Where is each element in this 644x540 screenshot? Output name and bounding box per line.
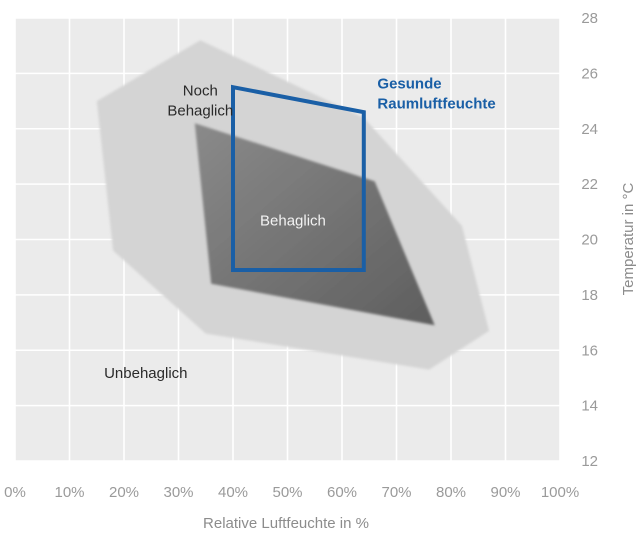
x-tick-label-4: 40% xyxy=(218,484,248,501)
behaglich-region xyxy=(194,123,435,326)
behaglich-label-line-0: Behaglich xyxy=(260,213,326,230)
healthy-humidity-box xyxy=(231,84,366,272)
y-tick-label-7: 26 xyxy=(581,65,598,82)
y-tick-label-8: 28 xyxy=(581,10,598,27)
x-tick-label-9: 90% xyxy=(490,484,520,501)
x-axis-label: Relative Luftfeuchte in % xyxy=(203,515,369,532)
y-tick-label-0: 12 xyxy=(581,453,598,470)
gesunde-raumluftfeuchte-label-line-1: Raumluftfeuchte xyxy=(377,96,495,113)
unbehaglich-label: Unbehaglich xyxy=(104,365,187,382)
x-tick-label-8: 80% xyxy=(436,484,466,501)
behaglich-label: Behaglich xyxy=(260,213,326,230)
y-tick-label-6: 24 xyxy=(581,121,598,138)
gesunde-raumluftfeuchte-label-line-0: Gesunde xyxy=(377,76,441,93)
zone-labels: Noch Behaglich Behaglich Gesunde Raumluftfeu… xyxy=(104,76,496,382)
y-tick-label-4: 20 xyxy=(581,232,598,249)
y-tick-labels: 12 14 16 18 20 22 24 26 28 xyxy=(581,10,598,470)
comfort-regions xyxy=(96,40,490,370)
x-tick-label-3: 30% xyxy=(163,484,193,501)
y-tick-label-3: 18 xyxy=(581,287,598,304)
y-tick-label-2: 16 xyxy=(581,342,598,359)
gesunde-raumluftfeuchte-label: Gesunde Raumluftfeuchte xyxy=(377,76,495,113)
noch-behaglich-label: Noch Behaglich xyxy=(167,83,233,120)
y-axis-label: Temperatur in °C xyxy=(620,182,637,295)
x-tick-label-6: 60% xyxy=(327,484,357,501)
y-tick-label-5: 22 xyxy=(581,176,598,193)
x-tick-label-7: 70% xyxy=(381,484,411,501)
x-tick-label-1: 10% xyxy=(54,484,84,501)
x-tick-label-5: 50% xyxy=(272,484,302,501)
x-tick-labels: 0% 10% 20% 30% 40% 50% 60% 70% 80% 90% 100% xyxy=(4,484,579,501)
noch-behaglich-label-line-1: Behaglich xyxy=(167,103,233,120)
noch-behaglich-label-line-0: Noch xyxy=(183,83,218,100)
x-tick-label-10: 100% xyxy=(541,484,579,501)
x-tick-label-0: 0% xyxy=(4,484,26,501)
x-tick-label-2: 20% xyxy=(109,484,139,501)
gesunde-raumluftfeuchte-box xyxy=(231,84,366,272)
y-tick-label-1: 14 xyxy=(581,398,598,415)
